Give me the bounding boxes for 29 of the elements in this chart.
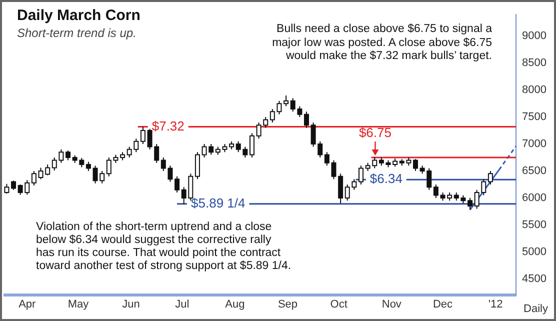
series-label: $6.75 bbox=[358, 125, 392, 140]
y-tick-label: 7500 bbox=[522, 111, 546, 124]
series-label: $7.32 bbox=[152, 118, 184, 134]
annotation: Bulls need a close above $6.75 to signal a major low was posted. A close above $6.75 would make the $7.32 mark bulls’ target. bbox=[272, 23, 492, 64]
x-tick-label: Oct bbox=[330, 298, 348, 311]
y-tick-label: 5500 bbox=[522, 218, 546, 231]
x-tick-label: Jul bbox=[175, 298, 190, 311]
x-tick-label: Dec bbox=[432, 298, 454, 311]
x-tick-label: May bbox=[68, 298, 90, 311]
series-label: $6.34 bbox=[370, 171, 402, 186]
y-tick-label: 7000 bbox=[522, 138, 546, 150]
x-tick-label: '12 bbox=[488, 298, 503, 311]
chart-title: Daily March Corn bbox=[17, 7, 140, 24]
x-tick-label: Aug bbox=[225, 298, 245, 311]
x-tick-label: Apr bbox=[18, 298, 36, 311]
y-tick-label: 6500 bbox=[522, 165, 546, 178]
series-label: $5.89 1/4 bbox=[191, 195, 246, 210]
y-tick-label: 5000 bbox=[522, 246, 546, 258]
y-tick-label: 6000 bbox=[522, 192, 546, 204]
annotation: Violation of the short-term uptrend and a close below $6.34 would suggest the corrective rally has run its course. That would point the contract toward another test of strong support at $5.89 1/4. bbox=[36, 221, 292, 273]
x-tick-label: Jun bbox=[122, 298, 140, 311]
y-tick-label: 4500 bbox=[522, 272, 546, 285]
text: Short-term trend is up. bbox=[17, 26, 136, 40]
y-tick-label: 9000 bbox=[522, 30, 546, 42]
x-tick-label: Nov bbox=[382, 298, 402, 311]
x-tick-label: Sep bbox=[278, 298, 298, 311]
y-tick-label: 8500 bbox=[522, 57, 546, 70]
y-tick-label: 8000 bbox=[522, 84, 546, 96]
x-axis-title: Daily bbox=[524, 303, 548, 315]
